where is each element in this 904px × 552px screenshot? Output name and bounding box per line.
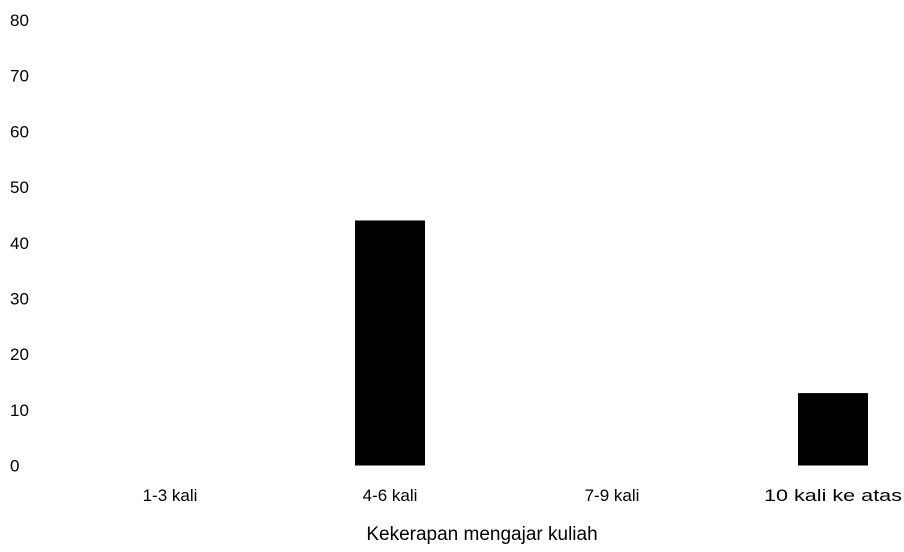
x-axis-title: Kekerapan mengajar kuliah — [366, 524, 597, 545]
x-tick-label: 10 kali ke atas — [764, 486, 902, 505]
y-tick-label: 50 — [10, 178, 29, 197]
x-axis-ticks: 1-3 kali 4-6 kali 7-9 kali 10 kali ke atas — [143, 486, 902, 505]
y-tick-label: 10 — [10, 401, 29, 420]
bars — [355, 220, 868, 466]
x-tick-label: 4-6 kali — [363, 486, 418, 505]
y-tick-label: 40 — [10, 234, 29, 253]
bar — [798, 393, 868, 466]
y-axis-ticks: 0 10 20 30 40 50 60 70 80 — [10, 11, 29, 476]
x-tick-label: 1-3 kali — [143, 486, 198, 505]
y-tick-label: 20 — [10, 345, 29, 364]
y-tick-label: 80 — [10, 11, 29, 30]
y-tick-label: 0 — [10, 457, 19, 476]
bar — [355, 220, 425, 466]
y-tick-label: 70 — [10, 67, 29, 86]
y-tick-label: 30 — [10, 289, 29, 308]
y-tick-label: 60 — [10, 122, 29, 141]
x-tick-label: 7-9 kali — [585, 486, 640, 505]
